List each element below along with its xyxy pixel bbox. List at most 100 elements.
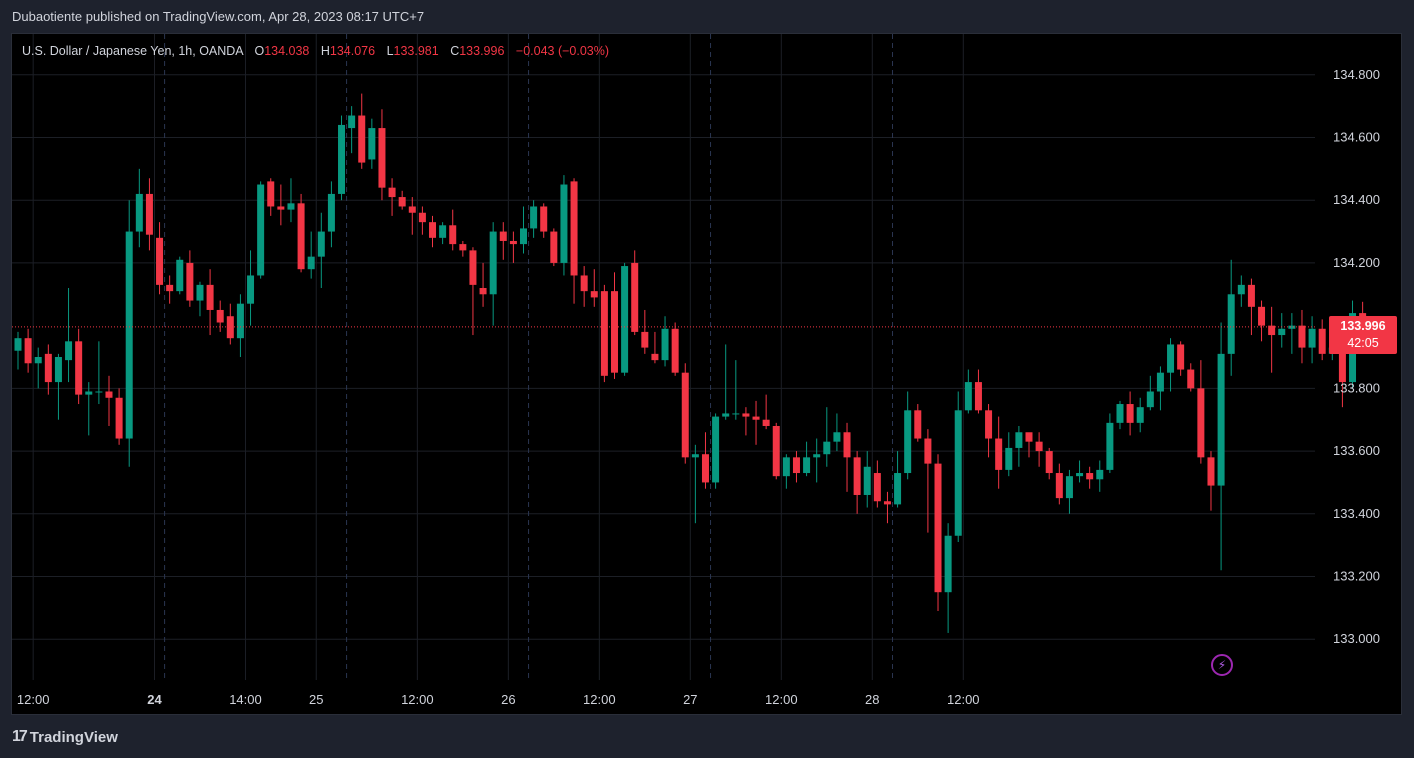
- candle: [1106, 413, 1114, 474]
- candle: [85, 382, 93, 436]
- candle-body: [166, 284, 174, 292]
- candle-body: [1015, 432, 1023, 448]
- candle-body: [287, 203, 295, 210]
- candle-body: [904, 410, 912, 474]
- candle-body: [580, 275, 588, 292]
- candle-body: [388, 187, 396, 198]
- candle: [1015, 425, 1023, 467]
- time-tick-label: 26: [501, 692, 515, 707]
- candle-body: [489, 231, 497, 295]
- candle: [1298, 309, 1306, 364]
- price-axis[interactable]: 134.800 134.600 134.400 134.200 133.800 133.6…: [1333, 67, 1380, 646]
- candle-body: [782, 457, 790, 477]
- close-label: C: [450, 44, 460, 58]
- candle-body: [540, 206, 548, 232]
- time-tick-label: 25: [309, 692, 323, 707]
- price-tick-label: 133.400: [1333, 506, 1380, 521]
- candle-body: [722, 413, 730, 417]
- candle-body: [1308, 328, 1316, 348]
- time-tick-label: 12:00: [583, 692, 616, 707]
- candle: [368, 118, 376, 169]
- candle-body: [1126, 404, 1134, 423]
- candle-body: [156, 237, 164, 285]
- candle-body: [691, 454, 699, 458]
- candle: [610, 272, 618, 379]
- candle: [115, 388, 123, 445]
- candle-body: [1136, 407, 1144, 423]
- lightning-icon[interactable]: ⚡: [1211, 654, 1233, 676]
- candle: [14, 331, 22, 370]
- candle: [833, 413, 841, 452]
- candle-body: [1146, 391, 1154, 408]
- candle-body: [479, 288, 487, 295]
- candle-body: [954, 410, 962, 536]
- price-tick-label: 134.200: [1333, 255, 1380, 270]
- candle: [1177, 341, 1185, 376]
- candle-body: [520, 228, 527, 245]
- candle-body: [14, 338, 22, 351]
- candle: [530, 200, 538, 238]
- candle: [429, 215, 437, 248]
- candle: [570, 178, 578, 304]
- candle: [418, 206, 426, 235]
- candle: [560, 175, 568, 276]
- candle: [408, 197, 416, 235]
- candle-body: [1268, 325, 1276, 336]
- high-value: 134.076: [329, 44, 376, 58]
- chart-grid: [12, 34, 1315, 680]
- candle-body: [550, 231, 558, 263]
- candle-body: [1106, 422, 1114, 470]
- candle: [388, 178, 396, 216]
- candle: [247, 250, 255, 326]
- candle: [1116, 400, 1124, 430]
- candle-body: [34, 357, 42, 364]
- time-tick-label: 12:00: [17, 692, 50, 707]
- candle: [964, 369, 972, 414]
- candle: [348, 106, 356, 154]
- candle-body: [1197, 388, 1205, 458]
- candle-body: [590, 291, 598, 298]
- candle-body: [1247, 284, 1255, 307]
- symbol-title[interactable]: U.S. Dollar / Japanese Yen, 1h, OANDA: [22, 44, 243, 58]
- candle-body: [247, 275, 255, 304]
- tradingview-logo[interactable]: 17 TradingView: [12, 728, 118, 746]
- candle-body: [863, 466, 871, 495]
- price-tick-label: 134.800: [1333, 67, 1380, 82]
- candle-body: [964, 382, 972, 411]
- candle-body: [1318, 328, 1326, 354]
- candle-body: [712, 416, 720, 483]
- candle: [1288, 313, 1296, 354]
- candle-body: [1005, 447, 1013, 470]
- candle: [995, 416, 1003, 489]
- candle: [317, 212, 325, 289]
- candle: [651, 331, 659, 364]
- candle: [469, 247, 477, 336]
- candle: [580, 266, 588, 307]
- last-price-value: 133.996: [1340, 319, 1386, 333]
- candle: [196, 281, 204, 317]
- candle-body: [1065, 476, 1073, 499]
- candle-body: [1237, 284, 1245, 295]
- candle: [813, 438, 821, 483]
- candlestick-chart[interactable]: 134.800 134.600 134.400 134.200 133.800 133.6…: [12, 34, 1401, 714]
- time-tick-label: 24: [147, 692, 162, 707]
- candle-body: [621, 266, 629, 373]
- candle: [772, 422, 780, 480]
- time-axis[interactable]: 12:00 24 14:00 25 12:00 26 12:00 27 12:00 28 12:00: [17, 692, 980, 707]
- candle-body: [823, 441, 831, 455]
- candle: [823, 407, 831, 467]
- change-value: −0.043 (−0.03%): [515, 44, 610, 58]
- candle: [762, 394, 770, 430]
- candle-body: [44, 353, 52, 383]
- candle: [459, 240, 467, 257]
- candle: [853, 451, 861, 514]
- candle-body: [671, 328, 679, 373]
- candle: [479, 262, 487, 307]
- candle-body: [125, 231, 133, 439]
- candle: [1237, 275, 1245, 307]
- time-tick-label: 12:00: [401, 692, 434, 707]
- price-tick-label: 133.600: [1333, 443, 1380, 458]
- high-label: H: [320, 44, 330, 58]
- candle-body: [54, 357, 62, 383]
- candle: [782, 454, 790, 489]
